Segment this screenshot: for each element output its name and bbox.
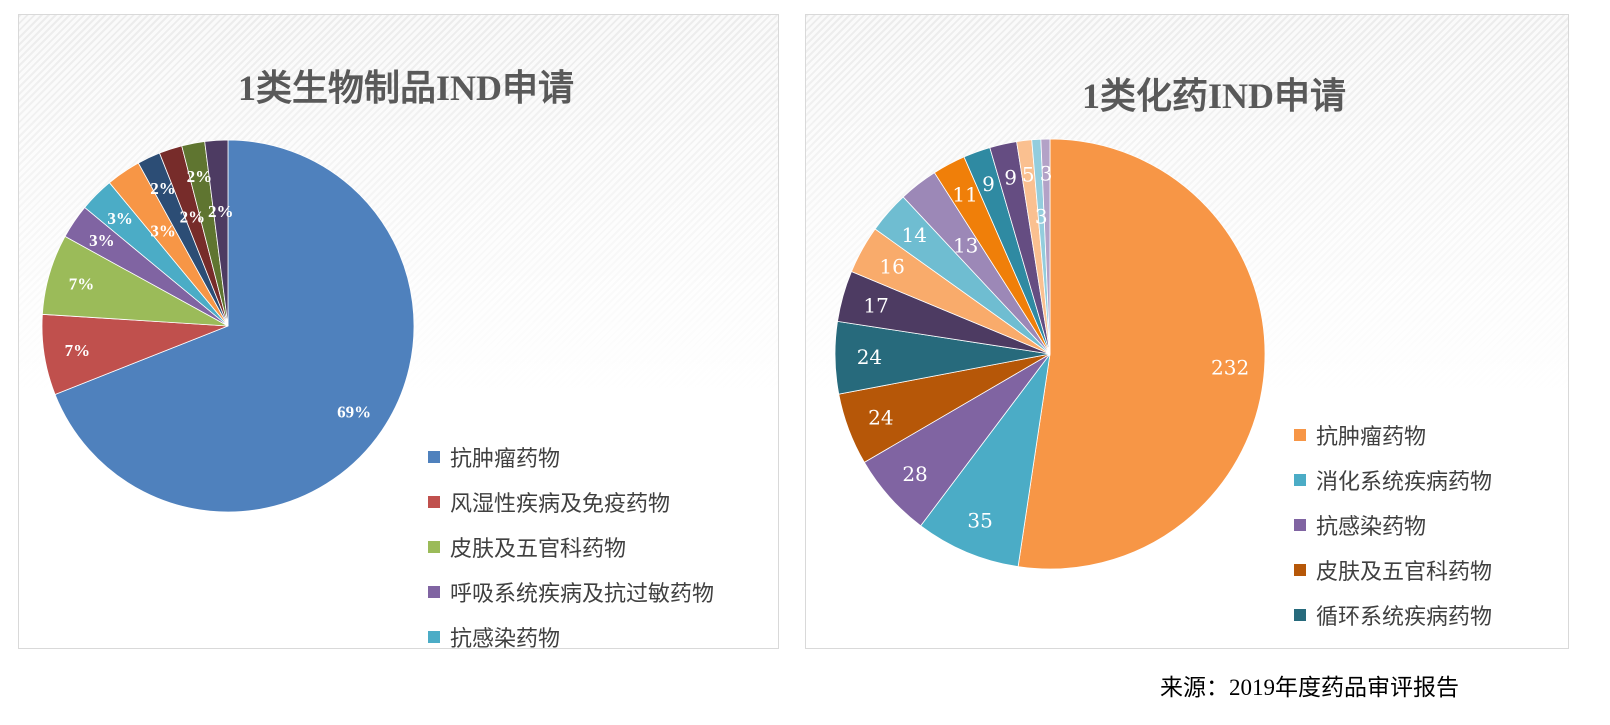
data-label: 17 xyxy=(863,293,888,317)
data-label: 24 xyxy=(857,345,882,369)
legend-item: 抗肿瘤药物 xyxy=(428,434,778,479)
legend-swatch xyxy=(1294,563,1306,576)
legend-label: 皮肤及五官科药物 xyxy=(450,536,627,562)
pie-chart-biologics: 69%7%7%3%3%3%2%2%2%2% xyxy=(41,139,415,513)
legend-swatch xyxy=(1294,518,1306,531)
data-label: 3% xyxy=(89,231,115,250)
legend-label: 抗感染药物 xyxy=(1316,514,1427,540)
legend-label: 皮肤及五官科药物 xyxy=(1316,559,1493,585)
legend-swatch xyxy=(1294,428,1306,441)
legend: 抗肿瘤药物风湿性疾病及免疫药物 皮肤及五官科药物呼吸系统疾病及抗过敏药物 抗感染药物 xyxy=(398,428,778,652)
legend-item: 风湿性疾病及免疫药物 xyxy=(428,479,778,524)
legend-label: 循环系统疾病药物 xyxy=(1316,604,1493,630)
legend-label: 呼吸系统疾病及抗过敏药物 xyxy=(450,581,715,607)
data-label: 5 xyxy=(1022,163,1035,187)
legend-item: 循环系统疾病药物 xyxy=(1294,592,1568,637)
data-label: 9 xyxy=(982,172,995,196)
data-label: 69% xyxy=(337,403,371,422)
data-label: 13 xyxy=(953,233,978,257)
pie-slice xyxy=(54,139,415,513)
pie-slice xyxy=(1017,138,1266,570)
data-label: 3 xyxy=(1035,205,1048,229)
legend-swatch xyxy=(1294,608,1306,621)
legend: 抗肿瘤药物消化系统疾病药物 抗感染药物皮肤及五官科药物 循环系统疾病药物 xyxy=(1264,406,1568,648)
chart-panel-biologics: 1类生物制品IND申请 69% 7% 7% 3% 3% 3% 2% 2% 2% 2% 抗肿瘤药物风… xyxy=(18,14,779,652)
legend-swatch xyxy=(1294,473,1306,486)
legend-label: 抗感染药物 xyxy=(450,626,561,652)
legend-label: 抗肿瘤药物 xyxy=(450,446,561,472)
pie-slice xyxy=(204,139,229,327)
legend-swatch xyxy=(428,540,440,553)
legend-item: 呼吸系统疾病及抗过敏药物 xyxy=(428,569,778,614)
data-label: 3% xyxy=(107,209,132,228)
legend-item: 抗感染药物 xyxy=(428,614,778,659)
legend-swatch xyxy=(428,495,440,508)
data-label: 2% xyxy=(187,167,213,186)
data-label: 232 xyxy=(1211,355,1249,379)
data-label: 3% xyxy=(150,222,176,241)
data-label: 7% xyxy=(65,341,91,360)
legend-item: 皮肤及五官科药物 xyxy=(428,524,778,569)
chart-panel-chemical: 1类化药IND申请 232 35 28 24 24 17 16 14 13 11 9 9 5 3 3 抗肿瘤… xyxy=(805,14,1569,649)
data-label: 7% xyxy=(69,274,95,293)
data-label: 16 xyxy=(879,254,904,278)
data-label: 28 xyxy=(902,462,927,486)
chart-title: 1类化药IND申请 xyxy=(1081,76,1347,116)
chart-title: 1类生物制品IND申请 xyxy=(237,68,575,108)
legend-swatch xyxy=(428,585,440,598)
data-label: 3 xyxy=(1040,161,1053,185)
legend-swatch xyxy=(428,450,440,463)
data-label: 11 xyxy=(952,183,977,207)
pie-slice xyxy=(920,353,1051,568)
data-label: 2% xyxy=(150,179,176,198)
legend-label: 消化系统疾病药物 xyxy=(1316,469,1493,495)
legend-swatch xyxy=(428,630,440,643)
pie-slice xyxy=(1040,138,1051,355)
data-label: 24 xyxy=(868,405,893,429)
data-label: 2% xyxy=(180,207,206,226)
legend-item: 皮肤及五官科药物 xyxy=(1294,547,1568,592)
legend-label: 风湿性疾病及免疫药物 xyxy=(450,491,671,517)
data-label: 35 xyxy=(967,509,992,533)
data-label: 14 xyxy=(901,223,926,247)
data-label: 2% xyxy=(208,202,234,221)
legend-item: 抗肿瘤药物 xyxy=(1294,412,1568,457)
legend-item: 消化系统疾病药物 xyxy=(1294,457,1568,502)
legend-label: 抗肿瘤药物 xyxy=(1316,424,1427,450)
data-label: 9 xyxy=(1004,166,1017,190)
legend-item: 抗感染药物 xyxy=(1294,502,1568,547)
source-note: 来源：2019年度药品审评报告 xyxy=(1160,675,1459,700)
